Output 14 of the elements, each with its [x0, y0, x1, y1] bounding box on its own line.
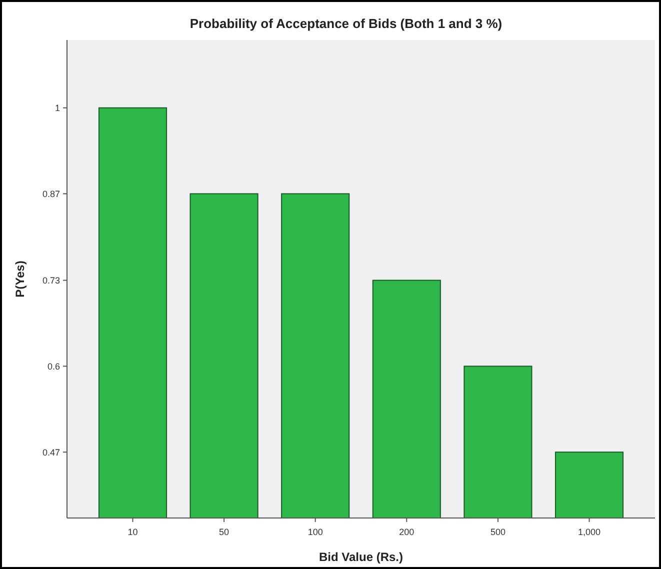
- x-tick-label: 10: [128, 527, 138, 537]
- y-tick-label: 0.73: [42, 275, 60, 286]
- y-tick-label: 1: [54, 102, 60, 113]
- x-tick-label: 200: [399, 527, 414, 537]
- x-tick-label: 100: [308, 527, 323, 537]
- x-tick-label: 1,000: [578, 527, 601, 537]
- y-axis-title: P(Yes): [13, 260, 27, 298]
- chart-title: Probability of Acceptance of Bids (Both 1 and 3 %): [190, 16, 502, 31]
- x-tick-label: 500: [490, 527, 506, 537]
- y-tick-label: 0.6: [47, 361, 60, 372]
- x-tick-label: 50: [219, 527, 230, 537]
- y-tick-label: 0.47: [42, 447, 60, 458]
- x-axis-title: Bid Value (Rs.): [318, 550, 404, 564]
- y-tick-label: 0.87: [42, 188, 60, 199]
